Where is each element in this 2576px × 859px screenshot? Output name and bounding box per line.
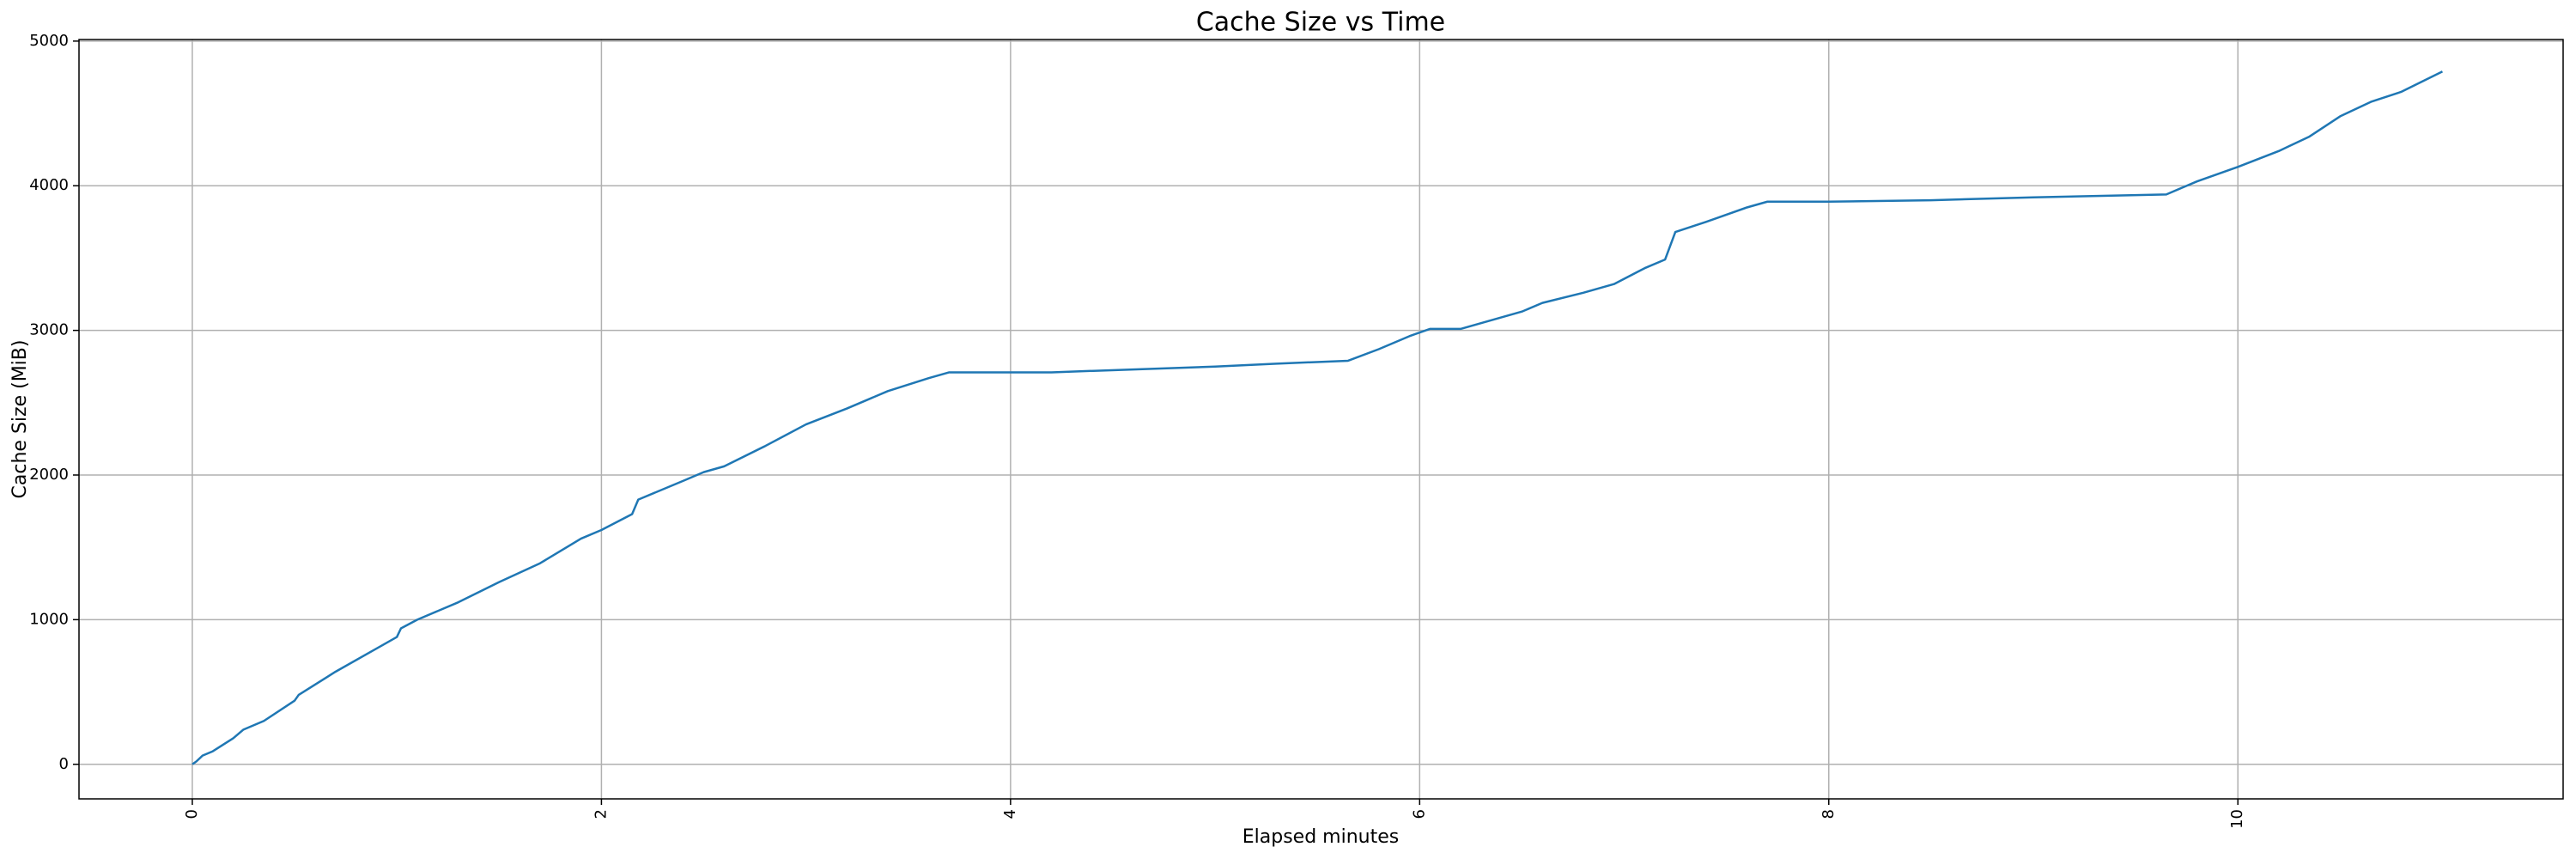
plot-frame xyxy=(78,39,2564,800)
y-tick-label: 5000 xyxy=(29,32,69,50)
x-tick-label: 10 xyxy=(2228,809,2246,829)
y-tick-label: 3000 xyxy=(29,321,69,339)
x-tick-label: 4 xyxy=(1001,809,1019,819)
x-tick-label: 6 xyxy=(1410,809,1428,819)
x-tick-label: 8 xyxy=(1820,809,1838,819)
data-line xyxy=(191,70,2444,765)
x-tick-label: 2 xyxy=(592,809,610,819)
x-axis-label: Elapsed minutes xyxy=(1242,826,1399,848)
y-tick-label: 0 xyxy=(59,755,69,773)
x-tick-label: 0 xyxy=(183,809,201,819)
chart-title: Cache Size vs Time xyxy=(1196,8,1445,38)
y-tick-label: 2000 xyxy=(29,466,69,484)
y-axis-label: Cache Size (MiB) xyxy=(9,340,31,499)
y-tick-label: 4000 xyxy=(29,176,69,194)
y-tick-label: 1000 xyxy=(29,610,69,628)
